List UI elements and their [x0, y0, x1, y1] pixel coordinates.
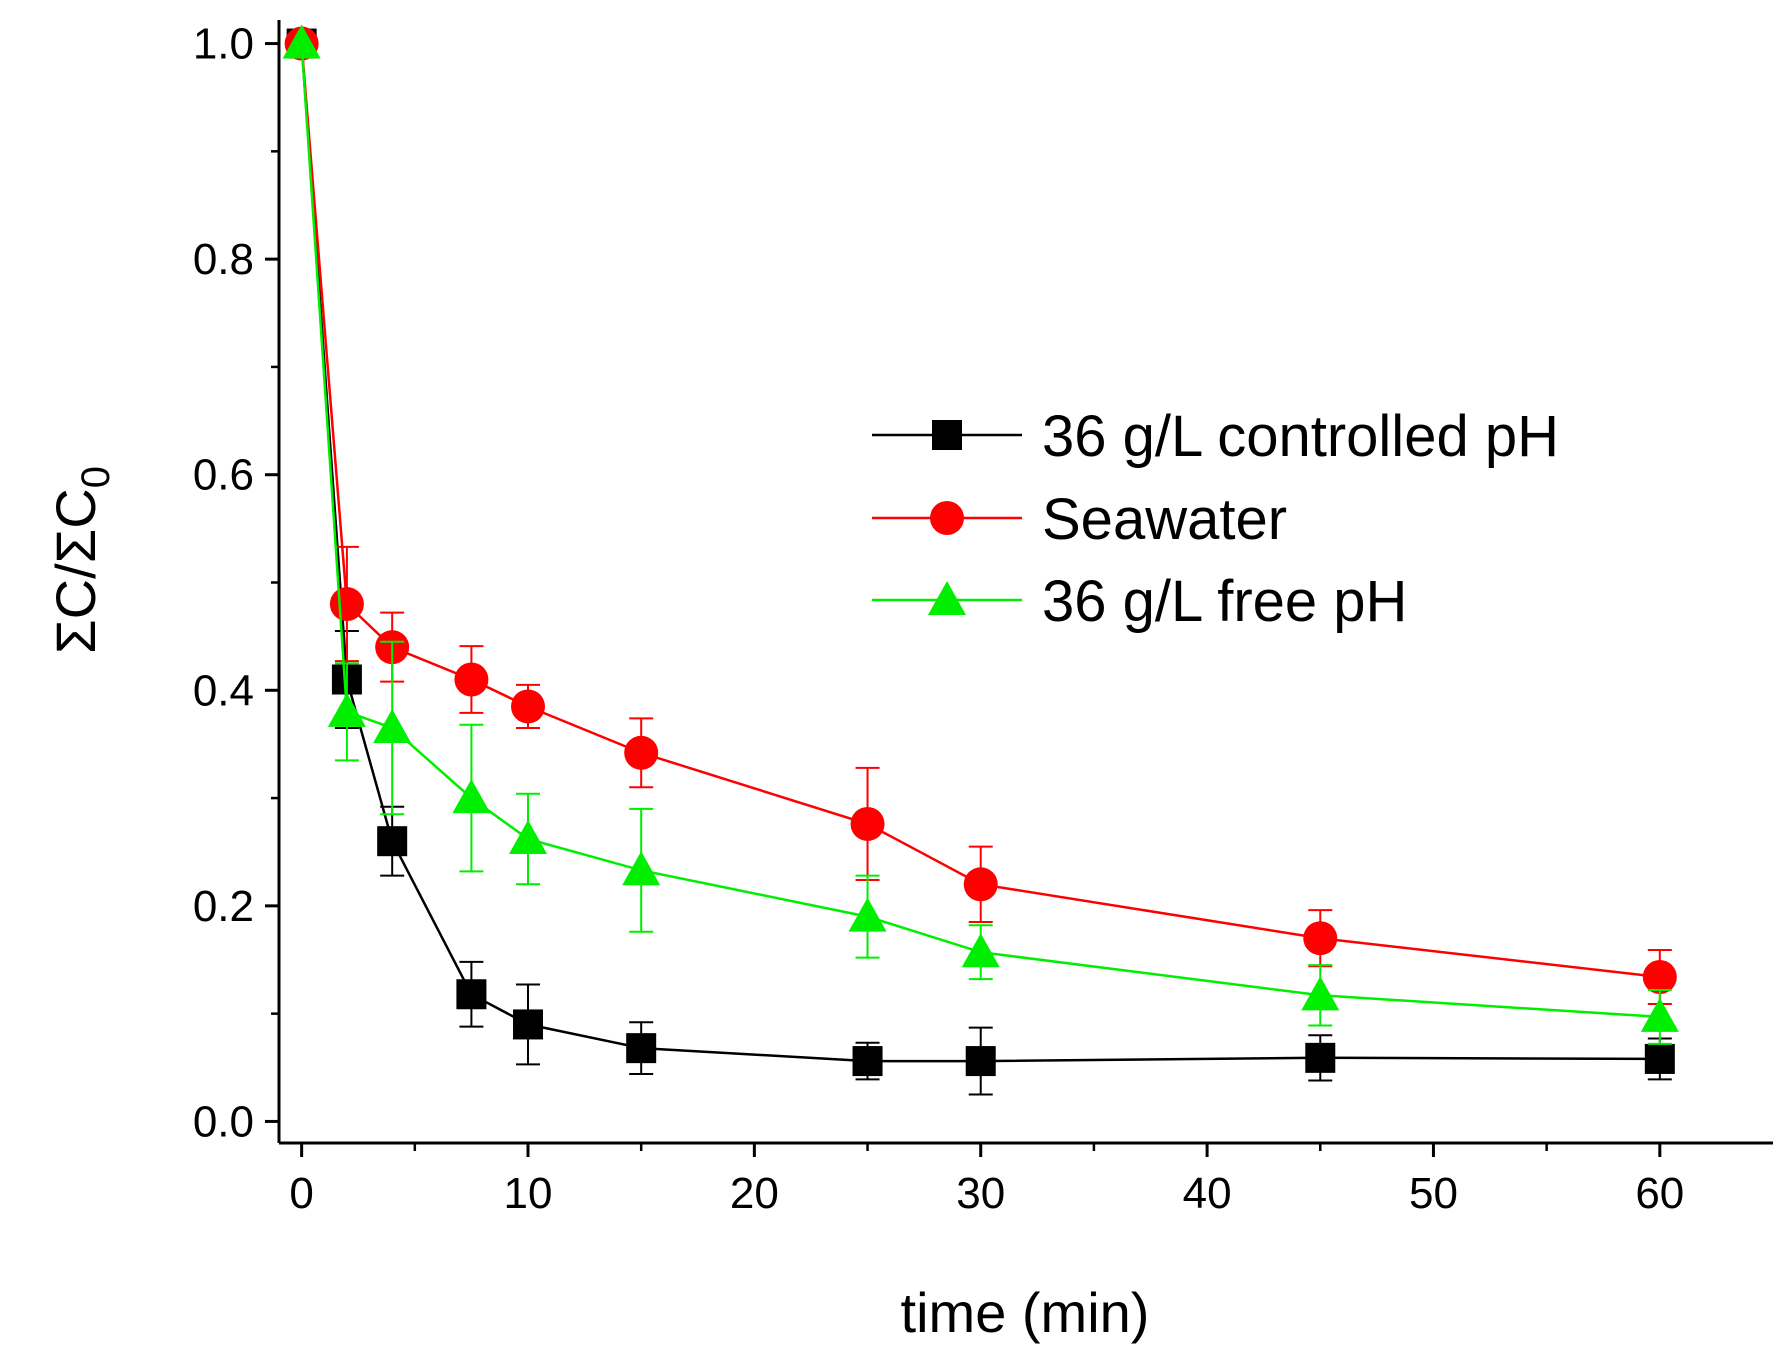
- data-point: [454, 662, 489, 697]
- data-point: [850, 806, 885, 841]
- series-triangle: [282, 24, 1679, 1045]
- y-axis-title: ΣC/ΣC0: [44, 466, 118, 654]
- data-point: [511, 689, 545, 724]
- data-point: [377, 826, 408, 857]
- legend-marker: [932, 420, 962, 450]
- legend-item: 36 g/L controlled pH: [872, 404, 1559, 469]
- data-point: [1303, 921, 1338, 956]
- legend-marker: [930, 501, 964, 535]
- data-point: [1305, 1042, 1336, 1073]
- data-point: [509, 820, 547, 855]
- data-point: [626, 1033, 657, 1064]
- legend-label: Seawater: [1042, 487, 1287, 552]
- y-axis-title-main: ΣC/ΣC: [44, 488, 107, 654]
- data-point: [624, 735, 659, 770]
- data-point: [963, 867, 998, 902]
- data-point: [1301, 976, 1340, 1011]
- legend-item: 36 g/L free pH: [872, 569, 1407, 634]
- x-tick-label: 10: [504, 1169, 553, 1218]
- y-tick-label: 0.4: [193, 666, 254, 715]
- data-point: [373, 709, 412, 744]
- data-point: [1644, 1043, 1675, 1074]
- x-axis-title: time (min): [901, 1281, 1150, 1344]
- y-tick-label: 0.0: [193, 1097, 254, 1146]
- data-point: [961, 933, 1000, 968]
- y-tick-label: 0.6: [193, 451, 254, 500]
- data-point: [513, 1009, 543, 1040]
- series-square: [286, 28, 1675, 1096]
- data-point: [327, 692, 366, 727]
- legend-label: 36 g/L free pH: [1042, 569, 1407, 634]
- y-tick-label: 0.8: [193, 235, 254, 284]
- data-point: [622, 851, 661, 886]
- series-line: [300, 43, 1660, 1063]
- y-axis-title-subscript: 0: [74, 466, 118, 488]
- data-point: [456, 979, 487, 1010]
- data-point: [965, 1046, 996, 1077]
- x-tick-label: 20: [730, 1169, 779, 1218]
- series-circle: [284, 26, 1677, 1005]
- x-tick-label: 40: [1183, 1169, 1232, 1218]
- axes: 0 10 20 30 40 50 60 0.0 0.2 0.4 0.6 0.8 1.0: [193, 20, 1773, 1218]
- y-tick-label: 0.2: [193, 882, 254, 931]
- y-tick-label: 1.0: [193, 20, 254, 69]
- x-tick-label: 0: [289, 1169, 313, 1218]
- data-point: [1642, 960, 1677, 995]
- legend-item: Seawater: [872, 487, 1287, 552]
- data-point: [329, 587, 364, 622]
- data-point: [1640, 997, 1679, 1032]
- legend-marker: [928, 581, 966, 615]
- legend: 36 g/L controlled pH Seawater 36 g/L free …: [872, 404, 1559, 634]
- x-tick-label: 50: [1409, 1169, 1458, 1218]
- series-line: [300, 43, 1660, 979]
- x-tick-label: 60: [1635, 1169, 1684, 1218]
- plot-area: [282, 24, 1679, 1096]
- legend-label: 36 g/L controlled pH: [1042, 404, 1559, 469]
- data-point: [852, 1046, 883, 1077]
- series-line: [300, 43, 1660, 1019]
- data-point: [848, 897, 887, 932]
- data-point: [282, 24, 321, 59]
- x-tick-label: 30: [956, 1169, 1005, 1218]
- data-point: [452, 779, 491, 814]
